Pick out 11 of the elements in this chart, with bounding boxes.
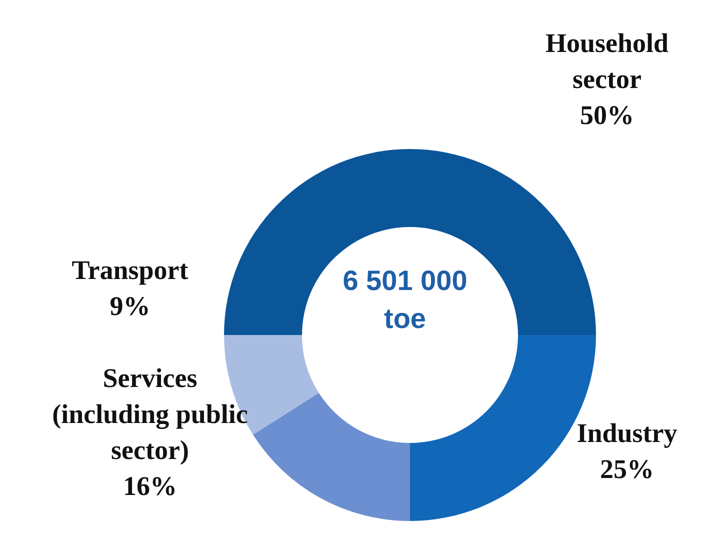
donut-slice: [252, 392, 410, 521]
data-label: 16%: [122, 470, 178, 503]
slice-label: Household sector: [544, 27, 670, 96]
data-label: 9%: [108, 290, 152, 323]
donut-slice: [224, 149, 596, 335]
text: 6 501 000 toe: [342, 264, 468, 336]
slice-label: Industry: [576, 417, 678, 450]
data-label: 50%: [579, 99, 635, 132]
data-label: 25%: [599, 453, 655, 486]
slice-label: Services (including public sector): [51, 362, 249, 467]
slice-label: Transport: [70, 254, 190, 287]
